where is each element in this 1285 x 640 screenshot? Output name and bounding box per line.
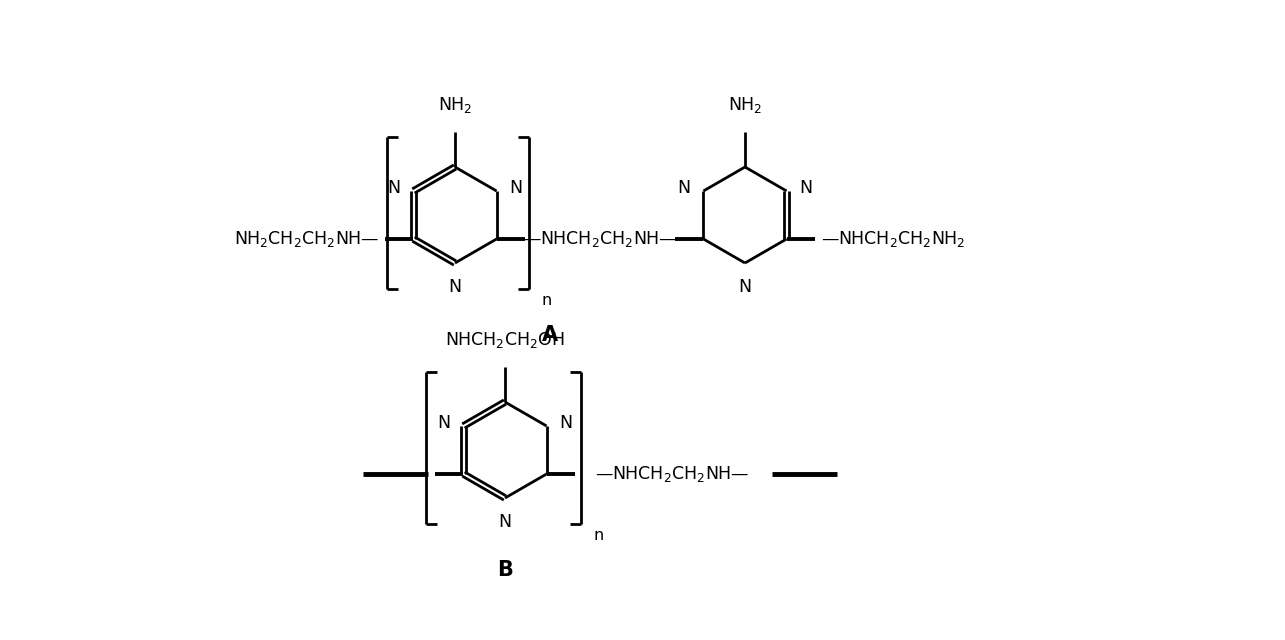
Text: A: A — [542, 325, 558, 345]
Text: —NHCH$_2$CH$_2$NH—: —NHCH$_2$CH$_2$NH— — [523, 229, 677, 249]
Text: NH$_2$: NH$_2$ — [727, 95, 762, 115]
Text: n: n — [541, 293, 551, 308]
Text: N: N — [387, 179, 401, 197]
Text: NH$_2$CH$_2$CH$_2$NH—: NH$_2$CH$_2$CH$_2$NH— — [234, 229, 379, 249]
Text: N: N — [437, 414, 451, 432]
Text: N: N — [510, 179, 523, 197]
Text: N: N — [739, 278, 752, 296]
Text: N: N — [677, 179, 690, 197]
Text: N: N — [559, 414, 573, 432]
Text: n: n — [594, 528, 604, 543]
Text: NH$_2$: NH$_2$ — [438, 95, 472, 115]
Text: —NHCH$_2$CH$_2$NH$_2$: —NHCH$_2$CH$_2$NH$_2$ — [821, 229, 965, 249]
Text: —NHCH$_2$CH$_2$NH—: —NHCH$_2$CH$_2$NH— — [595, 464, 749, 484]
Text: NHCH$_2$CH$_2$OH: NHCH$_2$CH$_2$OH — [445, 330, 565, 350]
Text: N: N — [799, 179, 812, 197]
Text: N: N — [499, 513, 511, 531]
Text: N: N — [448, 278, 461, 296]
Text: B: B — [497, 560, 513, 580]
